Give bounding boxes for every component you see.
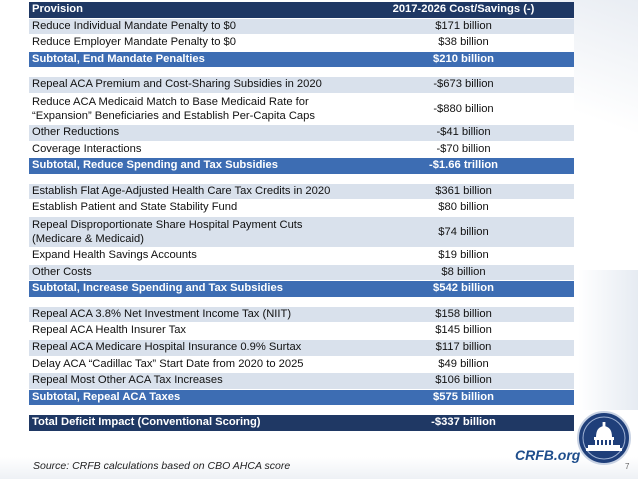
subtotal-row: Subtotal, End Mandate Penalties $210 bil…	[29, 51, 574, 69]
spacer-row	[29, 174, 574, 184]
table-row: Other Costs $8 billion	[29, 264, 574, 282]
capitol-dome-icon	[582, 416, 626, 460]
spacer-row	[29, 405, 574, 416]
page-number: 7	[625, 462, 630, 471]
table-row: Expand Health Savings Accounts $19 billi…	[29, 247, 574, 265]
row-label: Repeal ACA 3.8% Net Investment Income Ta…	[29, 306, 353, 324]
row-label: Repeal Most Other ACA Tax Increases	[29, 372, 353, 390]
table-row: Establish Flat Age-Adjusted Health Care …	[29, 183, 574, 201]
subtotal-row: Subtotal, Repeal ACA Taxes $575 billion	[29, 389, 574, 407]
row-label: Establish Patient and State Stability Fu…	[29, 199, 353, 217]
brand-link[interactable]: CRFB.org	[515, 447, 581, 463]
subtotal-value: $575 billion	[353, 389, 574, 407]
row-value: -$70 billion	[353, 141, 574, 159]
source-note: Source: CRFB calculations based on CBO A…	[33, 460, 291, 472]
header-cost: 2017-2026 Cost/Savings (-)	[353, 2, 574, 19]
total-label: Total Deficit Impact (Conventional Scori…	[29, 414, 353, 432]
background-decoration-bottom	[0, 457, 638, 479]
row-label: Delay ACA “Cadillac Tax” Start Date from…	[29, 356, 353, 374]
row-label: Reduce Employer Mandate Penalty to $0	[29, 34, 353, 52]
row-label: Repeal Disproportionate Share Hospital P…	[29, 216, 353, 248]
table-row: Repeal ACA 3.8% Net Investment Income Ta…	[29, 306, 574, 324]
row-value: $8 billion	[353, 264, 574, 282]
subtotal-value: -$1.66 trillion	[353, 157, 574, 175]
row-label: Repeal ACA Medicare Hospital Insurance 0…	[29, 339, 353, 357]
table-row: Repeal ACA Premium and Cost-Sharing Subs…	[29, 76, 574, 94]
table-row: Repeal ACA Medicare Hospital Insurance 0…	[29, 339, 574, 357]
row-label: Other Costs	[29, 264, 353, 282]
row-value: -$880 billion	[353, 93, 574, 125]
row-label: Repeal ACA Health Insurer Tax	[29, 322, 353, 340]
row-label: Coverage Interactions	[29, 141, 353, 159]
row-label: Establish Flat Age-Adjusted Health Care …	[29, 183, 353, 201]
row-value: $361 billion	[353, 183, 574, 201]
total-value: -$337 billion	[353, 414, 574, 432]
row-label: Other Reductions	[29, 124, 353, 142]
row-label: Repeal ACA Premium and Cost-Sharing Subs…	[29, 76, 353, 94]
row-label-line1: Repeal Disproportionate Share Hospital P…	[32, 218, 303, 231]
table-row: Delay ACA “Cadillac Tax” Start Date from…	[29, 356, 574, 374]
total-row: Total Deficit Impact (Conventional Scori…	[29, 414, 574, 432]
table-row: Coverage Interactions -$70 billion	[29, 141, 574, 159]
row-value: -$673 billion	[353, 76, 574, 94]
row-value: $106 billion	[353, 372, 574, 390]
subtotal-row: Subtotal, Increase Spending and Tax Subs…	[29, 280, 574, 298]
row-label: Reduce ACA Medicaid Match to Base Medica…	[29, 93, 353, 125]
table-row: Reduce Employer Mandate Penalty to $0 $3…	[29, 34, 574, 52]
subtotal-label: Subtotal, Repeal ACA Taxes	[29, 389, 353, 407]
header-provision: Provision	[29, 2, 353, 19]
row-value: -$41 billion	[353, 124, 574, 142]
cost-table: Provision 2017-2026 Cost/Savings (-) Red…	[29, 2, 574, 432]
subtotal-label: Subtotal, Increase Spending and Tax Subs…	[29, 280, 353, 298]
subtotal-row: Subtotal, Reduce Spending and Tax Subsid…	[29, 157, 574, 175]
row-value: $80 billion	[353, 199, 574, 217]
capitol-seal-logo-icon	[577, 411, 631, 465]
row-label-line1: Reduce ACA Medicaid Match to Base Medica…	[32, 95, 309, 108]
table-row: Establish Patient and State Stability Fu…	[29, 199, 574, 217]
table-header-row: Provision 2017-2026 Cost/Savings (-)	[29, 2, 574, 19]
table-row: Reduce ACA Medicaid Match to Base Medica…	[29, 93, 574, 125]
subtotal-label: Subtotal, End Mandate Penalties	[29, 51, 353, 69]
row-value: $171 billion	[353, 18, 574, 36]
row-value: $49 billion	[353, 356, 574, 374]
row-value: $145 billion	[353, 322, 574, 340]
row-value: $38 billion	[353, 34, 574, 52]
spacer-row	[29, 297, 574, 307]
subtotal-value: $542 billion	[353, 280, 574, 298]
table-row: Repeal Most Other ACA Tax Increases $106…	[29, 372, 574, 390]
row-label-line2: (Medicare & Medicaid)	[32, 232, 144, 245]
row-label-line2: “Expansion” Beneficiaries and Establish …	[32, 109, 315, 122]
row-value: $158 billion	[353, 306, 574, 324]
background-decoration-right	[578, 270, 638, 410]
table-row: Repeal Disproportionate Share Hospital P…	[29, 216, 574, 248]
row-label: Reduce Individual Mandate Penalty to $0	[29, 18, 353, 36]
spacer-row	[29, 67, 574, 78]
row-value: $74 billion	[353, 216, 574, 248]
row-label: Expand Health Savings Accounts	[29, 247, 353, 265]
row-value: $117 billion	[353, 339, 574, 357]
table-row: Reduce Individual Mandate Penalty to $0 …	[29, 18, 574, 36]
table-row: Other Reductions -$41 billion	[29, 124, 574, 142]
subtotal-label: Subtotal, Reduce Spending and Tax Subsid…	[29, 157, 353, 175]
row-value: $19 billion	[353, 247, 574, 265]
table-row: Repeal ACA Health Insurer Tax $145 billi…	[29, 322, 574, 340]
subtotal-value: $210 billion	[353, 51, 574, 69]
